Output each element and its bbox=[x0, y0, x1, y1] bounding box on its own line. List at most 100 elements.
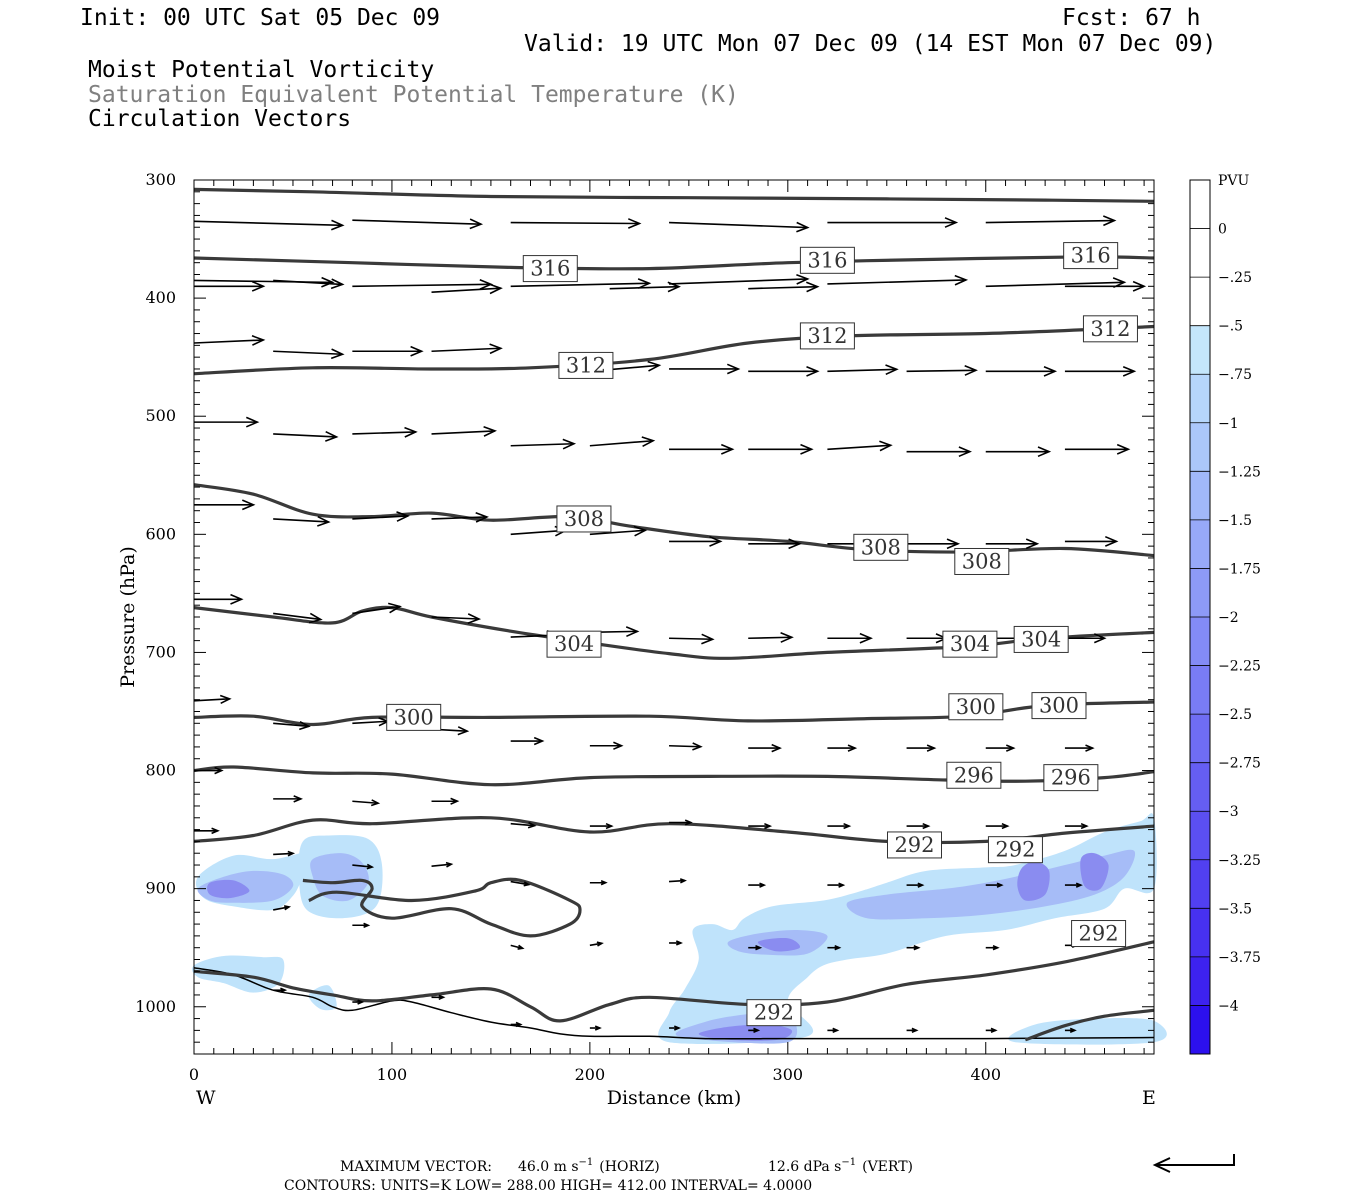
vector-shaft bbox=[193, 698, 230, 702]
vector-head bbox=[926, 744, 937, 752]
vector-shaft bbox=[827, 368, 897, 373]
y-tick-label: 800 bbox=[145, 761, 176, 780]
vector-shaft bbox=[669, 278, 808, 285]
vector-head bbox=[627, 218, 642, 229]
circulation-vector bbox=[669, 1025, 681, 1031]
vector-head bbox=[780, 632, 794, 643]
max-vector-horiz-value: 46.0 m s−1 (HORIZ) bbox=[518, 1157, 660, 1175]
init-time-text: Init: 00 UTC Sat 05 Dec 09 bbox=[80, 5, 440, 31]
colorbar-label: −2.75 bbox=[1218, 756, 1261, 772]
pv-shade-dark-3 bbox=[1080, 852, 1109, 891]
vector-head bbox=[467, 613, 482, 624]
contour-label-box bbox=[1071, 920, 1127, 948]
contour-label-box bbox=[1082, 315, 1138, 343]
vector-shaft bbox=[431, 347, 501, 353]
circulation-vector bbox=[985, 446, 1052, 458]
vector-shaft bbox=[609, 285, 679, 290]
vector-head bbox=[211, 827, 220, 835]
x-axis-west-label: W bbox=[196, 1087, 216, 1109]
vector-head bbox=[562, 438, 577, 450]
contour-label: 300 bbox=[1031, 692, 1087, 720]
vector-head bbox=[990, 1027, 998, 1034]
circulation-vector bbox=[748, 945, 763, 951]
contour-label: 300 bbox=[948, 693, 1004, 721]
circulation-vector bbox=[1064, 744, 1095, 752]
circulation-vector bbox=[669, 742, 703, 751]
contour-label-box bbox=[522, 255, 578, 283]
contour-label: 300 bbox=[386, 703, 442, 731]
colorbar-label: −1.25 bbox=[1218, 464, 1261, 480]
circulation-vector bbox=[352, 999, 365, 1005]
circulation-vector bbox=[985, 945, 1000, 951]
vector-shaft bbox=[273, 906, 290, 911]
circulation-vector bbox=[985, 215, 1117, 227]
circulation-vector bbox=[352, 602, 402, 615]
circulation-vector bbox=[827, 364, 899, 376]
circulation-vector-layer bbox=[193, 215, 1147, 1034]
contour-label-box bbox=[853, 533, 909, 561]
theta-contour-296-6 bbox=[193, 765, 1155, 787]
vector-shaft bbox=[431, 863, 452, 868]
vector-head bbox=[879, 440, 893, 452]
terrain-surface-line bbox=[193, 967, 1155, 1040]
max-vector-vert-value: 12.6 dPa s−1 (VERT) bbox=[768, 1157, 913, 1175]
colorbar-label: −1.5 bbox=[1218, 513, 1252, 529]
contour-label-box bbox=[886, 831, 942, 859]
vector-head bbox=[1104, 535, 1119, 547]
vector-head bbox=[370, 799, 381, 807]
circulation-vector bbox=[827, 945, 842, 951]
colorbar-segment bbox=[1190, 228, 1210, 278]
circulation-vector bbox=[669, 443, 735, 455]
circulation-vector bbox=[273, 720, 311, 731]
vector-shaft bbox=[352, 605, 400, 615]
circulation-vector bbox=[193, 219, 345, 231]
vector-shaft bbox=[352, 800, 379, 805]
vector-head bbox=[838, 882, 846, 888]
circulation-vector bbox=[431, 861, 454, 868]
colorbar-label: −.25 bbox=[1218, 270, 1252, 286]
vector-head bbox=[475, 511, 489, 523]
x-tick-label: 0 bbox=[189, 1065, 199, 1084]
vector-shaft bbox=[273, 350, 343, 356]
contour-label-text: 292 bbox=[995, 838, 1035, 862]
field-title-mpv: Moist Potential Vorticity bbox=[88, 57, 434, 83]
contour-label-text: 296 bbox=[1051, 766, 1091, 790]
circulation-vector bbox=[194, 280, 266, 292]
valid-time-text: Valid: 19 UTC Mon 07 Dec 09 (14 EST Mon … bbox=[524, 31, 1216, 57]
y-tick-label: 600 bbox=[145, 524, 176, 543]
vector-head bbox=[625, 626, 640, 638]
vector-head bbox=[321, 276, 335, 288]
vector-shaft bbox=[669, 221, 808, 229]
circulation-vector bbox=[748, 443, 814, 455]
colorbar-segment bbox=[1190, 374, 1210, 423]
colorbar-segment bbox=[1190, 762, 1210, 812]
circulation-vector bbox=[1064, 365, 1137, 377]
vector-head bbox=[964, 365, 978, 376]
contour-label: 292 bbox=[987, 836, 1043, 864]
vector-head bbox=[832, 1027, 840, 1034]
vector-head bbox=[633, 525, 648, 537]
circulation-vector bbox=[273, 348, 345, 360]
theta-contour-316-0 bbox=[193, 187, 1155, 203]
circulation-vector bbox=[906, 1027, 919, 1034]
vector-head bbox=[806, 365, 820, 377]
vector-head bbox=[847, 744, 858, 752]
vector-head bbox=[251, 280, 266, 292]
circulation-vector bbox=[669, 633, 715, 645]
contour-label-box bbox=[987, 836, 1043, 864]
contour-label-box bbox=[556, 505, 612, 533]
contour-label: 292 bbox=[1071, 920, 1127, 948]
circulation-vector bbox=[273, 515, 331, 527]
colorbar-label: −1.75 bbox=[1218, 561, 1261, 577]
vector-head bbox=[796, 273, 810, 285]
vector-head bbox=[834, 945, 842, 951]
circulation-vector bbox=[510, 278, 652, 289]
colorbar-label: −3.25 bbox=[1218, 853, 1261, 869]
vector-head bbox=[1122, 365, 1137, 377]
colorbar-segment bbox=[1190, 617, 1210, 666]
vector-head bbox=[317, 515, 331, 527]
circulation-vector bbox=[1064, 535, 1119, 547]
circulation-vector bbox=[193, 694, 232, 705]
vector-head bbox=[489, 343, 503, 355]
circulation-vector bbox=[985, 744, 1016, 752]
